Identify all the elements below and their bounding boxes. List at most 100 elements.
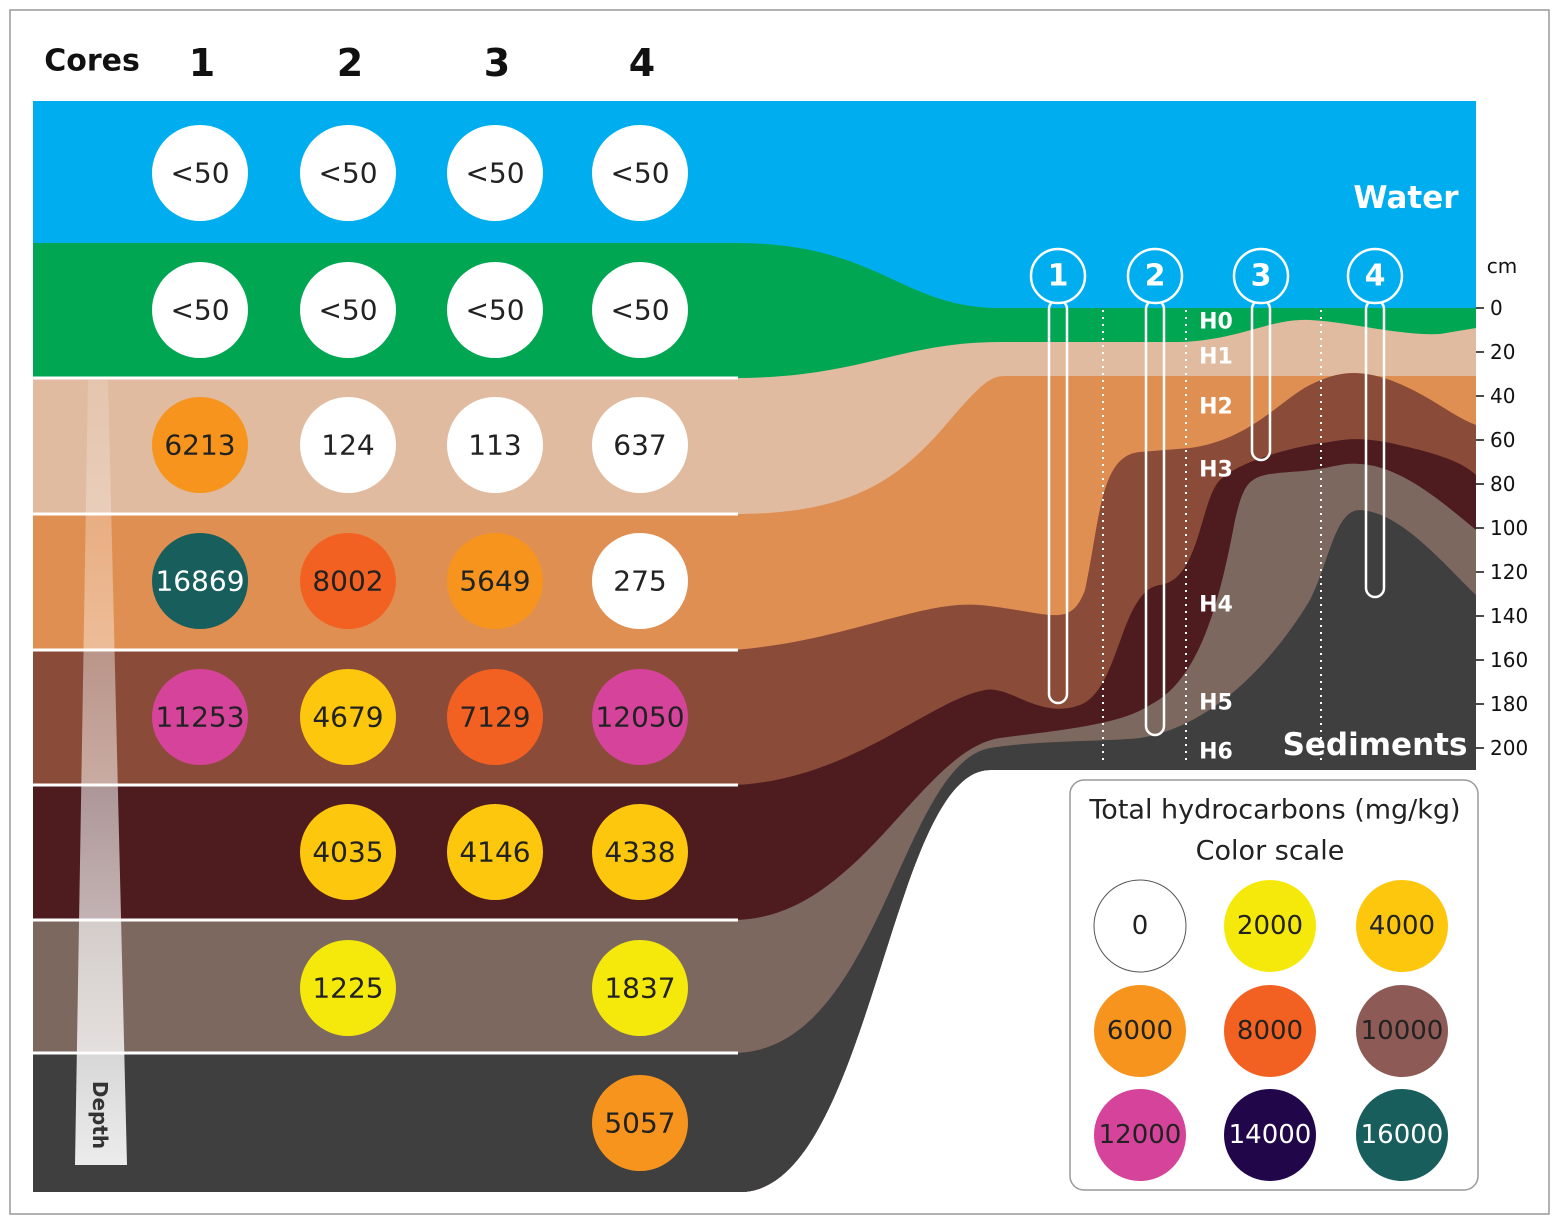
legend-swatch xyxy=(1356,880,1448,972)
value-circle xyxy=(152,397,248,493)
legend-label: 2000 xyxy=(1237,911,1303,941)
legend-swatch xyxy=(1356,1089,1448,1181)
axis-tick-label: 40 xyxy=(1490,384,1515,408)
value-label: 4035 xyxy=(312,836,383,869)
value-circle xyxy=(447,262,543,358)
value-circle xyxy=(152,533,248,629)
legend-swatch xyxy=(1093,879,1187,973)
core-marker-label: 2 xyxy=(1145,259,1166,294)
legend-swatch xyxy=(1094,985,1186,1077)
value-circle xyxy=(592,397,688,493)
horizon-label: H3 xyxy=(1199,458,1233,483)
legend-swatch xyxy=(1094,1089,1186,1181)
legend-swatch xyxy=(1224,880,1316,972)
core-number: 4 xyxy=(629,41,655,85)
legend-title: Total hydrocarbons (mg/kg) xyxy=(1088,795,1460,826)
legend-label: 16000 xyxy=(1361,1120,1444,1150)
core-number: 1 xyxy=(189,41,215,85)
value-label: 5057 xyxy=(604,1107,675,1140)
axis-tick-label: 120 xyxy=(1490,560,1528,584)
legend-subtitle: Color scale xyxy=(1196,836,1345,867)
legend-label: 14000 xyxy=(1229,1120,1312,1150)
value-circle xyxy=(447,125,543,221)
horizon-label: H4 xyxy=(1199,593,1233,618)
value-circle xyxy=(592,125,688,221)
value-circle xyxy=(300,533,396,629)
legend-swatch xyxy=(1356,985,1448,1077)
legend-swatch xyxy=(1224,985,1316,1077)
sediments-label: Sediments xyxy=(1283,727,1468,763)
value-label: <50 xyxy=(170,157,229,190)
axis-tick-label: 80 xyxy=(1490,472,1515,496)
value-label: 4146 xyxy=(459,836,530,869)
value-circle xyxy=(300,669,396,765)
value-label: 7129 xyxy=(459,701,530,734)
value-label: 16869 xyxy=(155,565,244,598)
core-marker-label: 1 xyxy=(1048,259,1069,294)
value-circle xyxy=(152,125,248,221)
value-label: <50 xyxy=(610,294,669,327)
value-circle xyxy=(152,262,248,358)
value-label: <50 xyxy=(465,294,524,327)
value-circle xyxy=(447,804,543,900)
legend-label: 10000 xyxy=(1361,1016,1444,1046)
axis-tick-label: 0 xyxy=(1490,296,1503,320)
value-circle xyxy=(592,533,688,629)
value-circle xyxy=(300,397,396,493)
axis-tick-label: 20 xyxy=(1490,340,1515,364)
value-label: 1837 xyxy=(604,972,675,1005)
value-circle xyxy=(300,125,396,221)
value-label: <50 xyxy=(318,157,377,190)
value-circle xyxy=(300,804,396,900)
value-circle xyxy=(592,804,688,900)
horizon-label: H6 xyxy=(1199,740,1233,765)
legend-label: 6000 xyxy=(1107,1016,1173,1046)
axis-tick-label: 180 xyxy=(1490,692,1528,716)
legend-label: 8000 xyxy=(1237,1016,1303,1046)
legend-box xyxy=(1069,779,1479,1191)
legend-swatch xyxy=(1224,1089,1316,1181)
value-label: 6213 xyxy=(164,429,235,462)
value-circle xyxy=(447,669,543,765)
legend-label: 4000 xyxy=(1369,911,1435,941)
core-marker-label: 3 xyxy=(1251,259,1272,294)
axis-unit: cm xyxy=(1487,254,1517,278)
value-label: 5649 xyxy=(459,565,530,598)
stratum xyxy=(33,463,1476,1192)
core-marker xyxy=(1126,247,1184,305)
value-label: 113 xyxy=(468,429,521,462)
core-number: 2 xyxy=(337,41,363,85)
axis-tick-label: 60 xyxy=(1490,428,1515,452)
value-circle xyxy=(447,397,543,493)
value-label: 11253 xyxy=(155,701,244,734)
value-circle xyxy=(592,669,688,765)
value-circle xyxy=(592,940,688,1036)
value-label: 12050 xyxy=(595,701,684,734)
depth-arrow xyxy=(75,380,127,1165)
value-label: <50 xyxy=(465,157,524,190)
horizon-label: H1 xyxy=(1199,345,1233,370)
value-label: <50 xyxy=(610,157,669,190)
value-circle xyxy=(447,533,543,629)
core-marker-label: 4 xyxy=(1365,259,1386,294)
core-number: 3 xyxy=(484,41,510,85)
value-label: 4679 xyxy=(312,701,383,734)
value-label: <50 xyxy=(318,294,377,327)
stratum xyxy=(33,510,1476,1192)
legend-label: 0 xyxy=(1132,911,1149,941)
depth-label: Depth xyxy=(88,1081,112,1149)
value-label: 637 xyxy=(613,429,666,462)
value-label: 275 xyxy=(613,565,666,598)
value-label: <50 xyxy=(170,294,229,327)
value-label: 124 xyxy=(321,429,374,462)
value-label: 1225 xyxy=(312,972,383,1005)
core-marker xyxy=(1232,247,1290,305)
value-label: 8002 xyxy=(312,565,383,598)
water-label: Water xyxy=(1353,180,1459,216)
core-marker xyxy=(1346,247,1404,305)
core-marker xyxy=(1029,247,1087,305)
axis-tick-label: 140 xyxy=(1490,604,1528,628)
horizon-label: H0 xyxy=(1199,310,1233,335)
horizon-label: H2 xyxy=(1199,395,1233,420)
